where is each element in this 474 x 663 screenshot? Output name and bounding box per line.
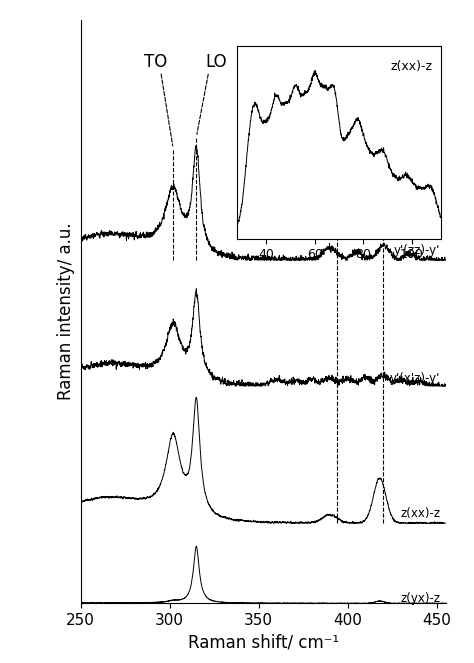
X-axis label: Raman shift/ cm⁻¹: Raman shift/ cm⁻¹: [188, 634, 338, 652]
Text: T: T: [310, 122, 321, 140]
Text: z(xx)-z: z(xx)-z: [400, 507, 440, 520]
Text: y'(x'z)-y': y'(x'z)-y': [390, 372, 440, 385]
Text: z(xx)-z: z(xx)-z: [391, 60, 433, 73]
Text: z(yx)-z: z(yx)-z: [400, 592, 440, 605]
Text: LO: LO: [205, 53, 227, 72]
Text: TO: TO: [144, 53, 167, 72]
Text: y'(zz)-y': y'(zz)-y': [394, 245, 440, 257]
Y-axis label: Raman intensity/ a.u.: Raman intensity/ a.u.: [57, 223, 75, 400]
Text: L: L: [402, 122, 411, 140]
